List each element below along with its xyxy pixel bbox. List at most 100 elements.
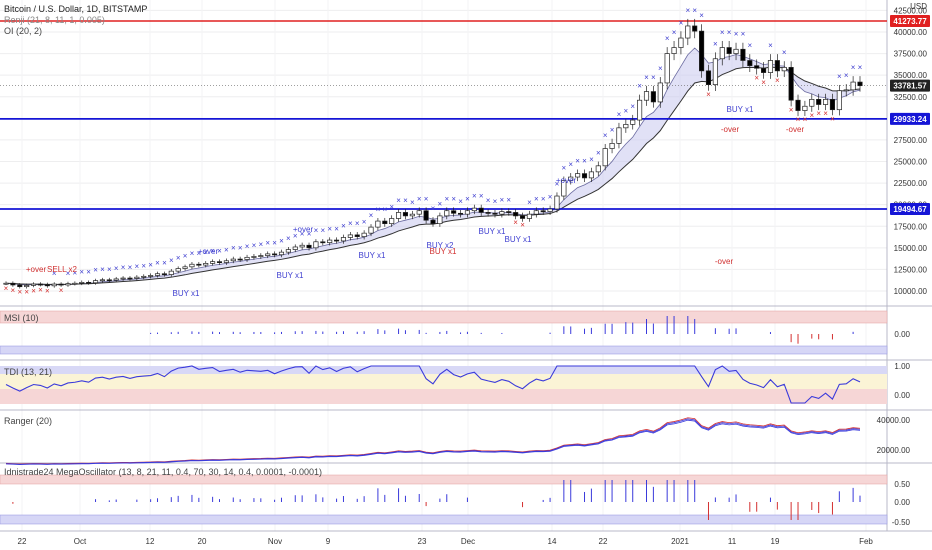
candle-body[interactable]: [561, 180, 567, 197]
candle-body[interactable]: [203, 263, 209, 266]
candle-body[interactable]: [692, 25, 698, 32]
candle-body[interactable]: [595, 165, 601, 173]
candle-body[interactable]: [106, 279, 112, 282]
candle-body[interactable]: [823, 98, 829, 105]
candle-body[interactable]: [258, 255, 264, 257]
candle-body[interactable]: [409, 213, 415, 217]
candle-body[interactable]: [444, 210, 450, 217]
candle-body[interactable]: [836, 90, 842, 111]
candle-body[interactable]: [17, 284, 23, 288]
candle-body[interactable]: [396, 212, 402, 219]
candle-body[interactable]: [485, 212, 491, 214]
candle-body[interactable]: [278, 251, 285, 256]
candle-body[interactable]: [623, 124, 629, 129]
candle-body[interactable]: [389, 218, 395, 225]
candle-body[interactable]: [285, 249, 291, 253]
candle-body[interactable]: [499, 211, 505, 215]
candle-body[interactable]: [196, 263, 202, 266]
candle-body[interactable]: [712, 58, 718, 86]
candle-body[interactable]: [568, 176, 574, 181]
candle-body[interactable]: [127, 277, 133, 280]
candle-body[interactable]: [168, 270, 174, 275]
candle-body[interactable]: [657, 82, 663, 103]
candle-body[interactable]: [402, 212, 409, 217]
candle-body[interactable]: [375, 220, 381, 228]
candle-body[interactable]: [368, 226, 374, 234]
candle-body[interactable]: [134, 276, 140, 279]
candle-body[interactable]: [788, 67, 794, 101]
main-price-pane[interactable]: × × × × × × ×××× × × × × × × × × × × × × × × × × × × × × × × × × × × × × × ×…: [0, 6, 887, 298]
candle-body[interactable]: [829, 98, 836, 111]
candle-body[interactable]: [650, 91, 656, 103]
candle-body[interactable]: [575, 173, 581, 178]
candle-body[interactable]: [478, 207, 484, 213]
candle-body[interactable]: [430, 219, 436, 225]
ranger-pane[interactable]: [5, 417, 861, 465]
candle-body[interactable]: [30, 283, 37, 286]
candle-body[interactable]: [588, 171, 594, 179]
candle-body[interactable]: [609, 143, 615, 149]
candle-body[interactable]: [637, 99, 643, 121]
candle-body[interactable]: [44, 284, 50, 287]
symbol-title[interactable]: Bitcoin / U.S. Dollar, 1D, BITSTAMP: [4, 4, 148, 14]
ranger-pane-label[interactable]: Ranger (20): [4, 416, 53, 426]
candle-body[interactable]: [10, 282, 16, 286]
candle-body[interactable]: [334, 239, 340, 242]
candle-body[interactable]: [581, 173, 588, 179]
candle-body[interactable]: [437, 215, 443, 225]
candle-body[interactable]: [816, 98, 822, 105]
candle-body[interactable]: [99, 279, 105, 282]
candle-body[interactable]: [726, 47, 732, 54]
msi-pane[interactable]: [150, 316, 854, 344]
candle-body[interactable]: [141, 275, 147, 278]
candle-body[interactable]: [354, 234, 360, 237]
candle-body[interactable]: [320, 241, 326, 244]
candle-body[interactable]: [382, 220, 388, 225]
candle-body[interactable]: [24, 285, 30, 288]
candle-body[interactable]: [120, 277, 126, 280]
candle-body[interactable]: [471, 207, 477, 212]
candle-body[interactable]: [616, 127, 622, 144]
candle-body[interactable]: [761, 67, 767, 73]
candle-body[interactable]: [464, 210, 470, 215]
candle-body[interactable]: [113, 278, 119, 281]
candle-body[interactable]: [740, 48, 746, 61]
candle-body[interactable]: [292, 246, 298, 250]
candle-body[interactable]: [747, 60, 753, 67]
candle-body[interactable]: [182, 266, 188, 269]
candle-body[interactable]: [451, 210, 457, 214]
candle-body[interactable]: [306, 244, 312, 249]
candle-body[interactable]: [223, 260, 229, 263]
candle-body[interactable]: [643, 91, 650, 101]
tdi-pane[interactable]: [5, 365, 861, 404]
candle-body[interactable]: [347, 234, 353, 238]
candle-body[interactable]: [161, 273, 167, 276]
candle-body[interactable]: [251, 256, 257, 258]
candle-body[interactable]: [554, 195, 560, 210]
candle-body[interactable]: [189, 263, 195, 268]
tdi-pane-label[interactable]: TDI (13, 21): [4, 367, 53, 377]
candle-body[interactable]: [148, 275, 154, 277]
candle-body[interactable]: [3, 282, 9, 285]
candle-body[interactable]: [705, 70, 712, 86]
candle-body[interactable]: [272, 253, 278, 256]
candle-body[interactable]: [340, 237, 347, 242]
indicator-oi-label[interactable]: OI (20, 2): [4, 26, 43, 36]
candle-body[interactable]: [506, 211, 512, 213]
indicator-renji-label[interactable]: Renji (21, 8, 11, 1, 0.005): [4, 15, 105, 25]
candle-body[interactable]: [809, 98, 815, 107]
candle-body[interactable]: [795, 99, 801, 111]
candle-body[interactable]: [230, 258, 236, 262]
candle-body[interactable]: [685, 25, 691, 39]
candle-body[interactable]: [850, 81, 856, 91]
mega-oscillator-pane[interactable]: [12, 480, 861, 520]
candle-body[interactable]: [602, 148, 608, 167]
candle-body[interactable]: [678, 37, 684, 48]
candle-body[interactable]: [699, 30, 705, 72]
candle-body[interactable]: [86, 282, 92, 284]
candle-body[interactable]: [492, 212, 498, 215]
candle-body[interactable]: [244, 256, 250, 260]
candle-body[interactable]: [175, 268, 181, 272]
candle-body[interactable]: [754, 65, 760, 69]
